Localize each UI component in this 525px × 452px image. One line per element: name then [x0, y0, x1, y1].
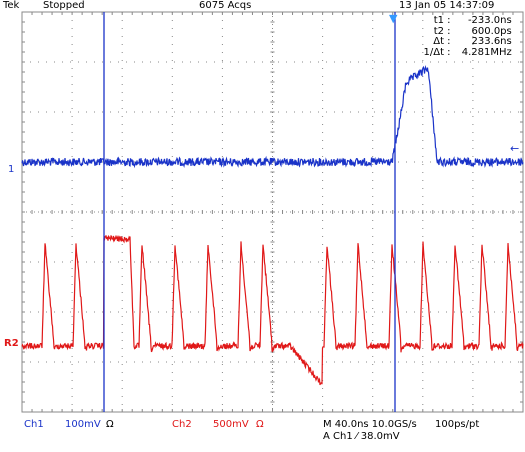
ch1-level-marker: 1	[8, 164, 14, 175]
readout-delta-t: Δt : 233.6ns	[433, 36, 512, 47]
timebase-readout: M 40.0ns 10.0GS/s	[323, 419, 417, 430]
cursor-readout: t1 : -233.0ns t2 : 600.0ps Δt : 233.6ns …	[420, 15, 512, 58]
status-bar: Tek Stopped 6075 Acqs 13 Jan 05 14:37:09	[0, 0, 525, 12]
acquisition-count: 6075 Acqs	[199, 0, 252, 11]
trigger-level-arrow: ←	[510, 142, 519, 155]
readout-t1: t1 : -233.0ns	[433, 15, 512, 26]
graticule	[21, 11, 524, 413]
run-state: Stopped	[43, 0, 85, 11]
ch2-level-marker: R2	[4, 338, 19, 349]
trigger-readout: A Ch1 ⁄ 38.0mV	[323, 431, 400, 442]
ch1-label[interactable]: Ch1	[24, 419, 44, 430]
readout-frequency: 1/Δt : 4.281MHz	[423, 46, 512, 58]
ch2-coupling-icon: Ω	[256, 419, 264, 430]
ch2-scale: 500mV	[213, 419, 249, 430]
trigger-position-marker: ▼	[389, 12, 398, 25]
ch1-scale: 100mV	[65, 419, 101, 430]
brand-label: Tek	[3, 0, 20, 11]
timestamp: 13 Jan 05 14:37:09	[399, 0, 495, 11]
readout-t2: t2 : 600.0ps	[433, 25, 512, 37]
ch2-trace	[21, 234, 524, 386]
record-resolution: 100ps/pt	[435, 419, 480, 430]
ch1-coupling-icon: Ω	[106, 419, 114, 430]
ch1-trace	[21, 65, 524, 169]
ch2-label[interactable]: Ch2	[172, 419, 192, 430]
